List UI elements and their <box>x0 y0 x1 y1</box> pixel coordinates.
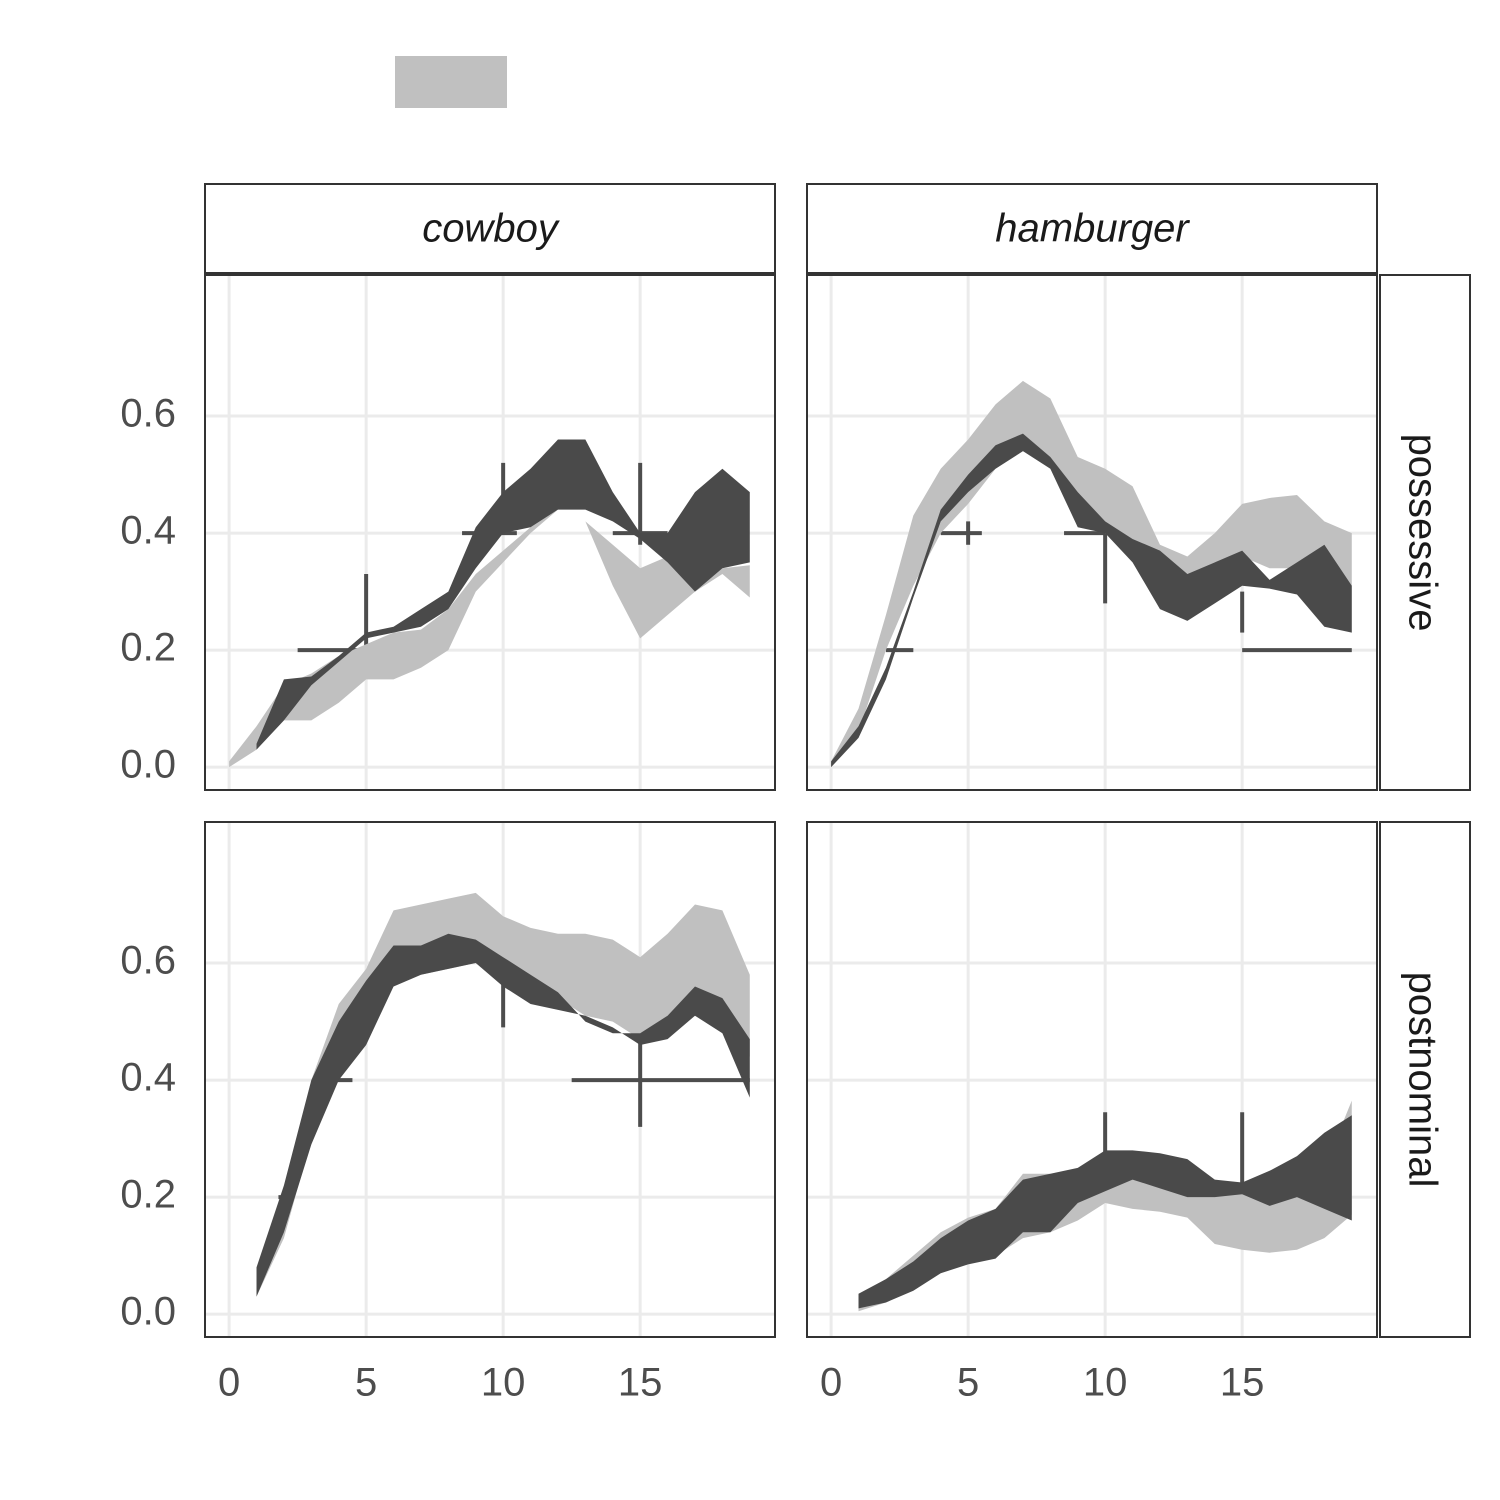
ribbon <box>229 509 750 768</box>
x-tick-label: 10 <box>1083 1361 1128 1405</box>
plot-area <box>858 1100 1352 1312</box>
y-tick-label: 0.2 <box>120 1173 176 1217</box>
panel <box>806 821 1378 1338</box>
panel-border <box>204 821 776 1338</box>
column-strip-label: hamburger <box>995 207 1190 251</box>
ribbon <box>831 380 1352 768</box>
strip-box <box>1379 821 1471 1338</box>
row-strip-label: postnominal <box>1400 972 1444 1188</box>
y-tick-label: 0.6 <box>120 392 176 436</box>
panel <box>204 821 776 1338</box>
panel-border <box>806 274 1378 791</box>
strip-box <box>1379 274 1471 791</box>
ribbon <box>256 439 750 750</box>
x-tick-label: 15 <box>1220 1361 1265 1405</box>
y-tick-label: 0.6 <box>120 939 176 983</box>
x-tick-label: 5 <box>355 1361 377 1405</box>
panel <box>204 274 776 791</box>
column-strip-label: cowboy <box>422 207 561 251</box>
strip-box <box>806 183 1378 274</box>
panel-border <box>204 274 776 791</box>
ribbon <box>858 1115 1352 1309</box>
y-tick-label: 0.4 <box>120 1056 176 1100</box>
y-tick-label: 0.0 <box>120 743 176 787</box>
plot-area <box>831 380 1352 768</box>
y-tick-label: 0.2 <box>120 626 176 670</box>
x-tick-label: 5 <box>957 1361 979 1405</box>
x-tick-label: 10 <box>481 1361 526 1405</box>
x-tick-label: 0 <box>820 1361 842 1405</box>
plot-area <box>229 439 750 768</box>
x-tick-label: 0 <box>218 1361 240 1405</box>
panel-border <box>806 821 1378 1338</box>
strip-box <box>204 183 776 274</box>
plot-area <box>256 892 750 1297</box>
y-tick-label: 0.4 <box>120 509 176 553</box>
row-strip-label: possessive <box>1400 434 1444 632</box>
legend-key <box>395 56 507 108</box>
x-tick-label: 15 <box>618 1361 663 1405</box>
panel <box>806 274 1378 791</box>
y-tick-label: 0.0 <box>120 1290 176 1334</box>
